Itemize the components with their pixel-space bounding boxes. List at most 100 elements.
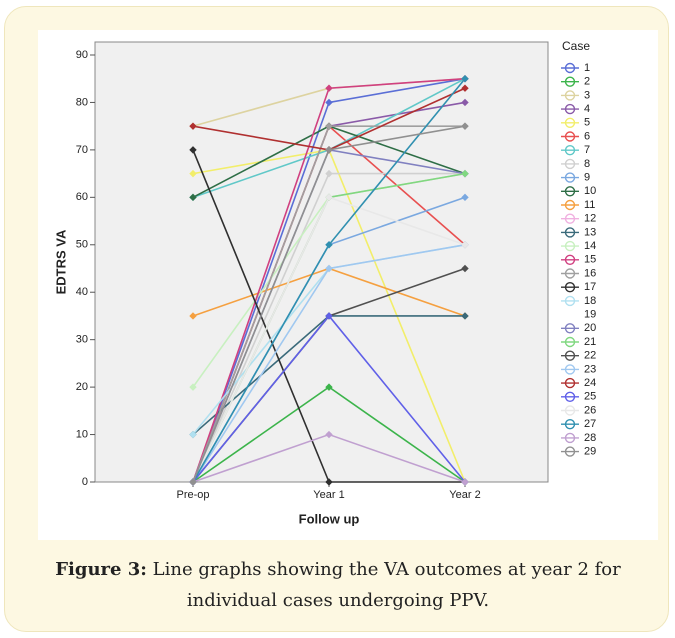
data-point (325, 169, 333, 178)
data-point (325, 312, 333, 320)
data-point (325, 146, 333, 154)
legend-marker (564, 62, 576, 74)
y-tick-label: 10 (76, 428, 88, 440)
legend-marker (564, 144, 576, 156)
legend-marker (564, 254, 576, 266)
data-point (189, 122, 197, 130)
legend-marker (564, 227, 576, 238)
legend-marker (564, 350, 576, 361)
legend-label: 17 (584, 281, 596, 293)
legend-label: 18 (584, 295, 596, 307)
legend-label: 16 (584, 267, 596, 279)
y-tick-label: 0 (82, 476, 88, 488)
y-tick-label: 30 (76, 334, 88, 346)
data-point (325, 383, 333, 391)
legend-label: 24 (584, 377, 596, 389)
y-tick-label: 20 (76, 381, 88, 393)
data-point (461, 478, 469, 486)
legend-marker (564, 131, 576, 142)
legend-label: 10 (584, 185, 596, 197)
legend-label: 22 (584, 350, 596, 362)
x-tick-label: Pre-op (176, 489, 209, 501)
data-point (325, 478, 333, 486)
y-tick-label: 60 (76, 191, 88, 203)
data-point (189, 146, 197, 154)
legend-label: 11 (584, 199, 595, 211)
legend-label: 23 (584, 363, 596, 375)
x-tick-label: Year 2 (449, 489, 480, 501)
legend-marker (564, 419, 576, 430)
legend-marker (564, 103, 576, 115)
legend-marker (564, 295, 576, 307)
legend-marker (564, 213, 576, 224)
legend-label: 14 (584, 240, 596, 252)
legend-marker (564, 432, 576, 444)
legend-marker (564, 405, 576, 416)
legend-marker (564, 199, 576, 211)
legend-label: 27 (584, 418, 596, 430)
legend-marker (564, 268, 576, 279)
data-point (461, 98, 469, 107)
legend-title: Case (562, 39, 590, 53)
data-point (189, 193, 197, 202)
chart: EDTRS VA Follow up Case 0 10 20 30 40 50 60 70 8… (53, 39, 596, 526)
legend-label: 28 (584, 432, 596, 444)
data-point (325, 430, 333, 439)
legend-marker (564, 364, 576, 375)
data-point (189, 478, 197, 486)
legend-marker (564, 446, 576, 457)
legend-marker (564, 323, 576, 334)
legend-marker (564, 377, 576, 389)
legend-marker (564, 336, 576, 348)
data-point (325, 84, 333, 92)
y-axis-label: EDTRS VA (53, 229, 68, 294)
legend-marker (564, 172, 576, 183)
data-point (461, 122, 469, 130)
legend-marker (564, 240, 576, 252)
legend-label: 1 (584, 62, 590, 74)
data-point (325, 98, 333, 107)
legend-label: 21 (584, 336, 596, 348)
legend-label: 3 (584, 89, 590, 101)
legend-label: 6 (584, 130, 590, 142)
legend-marker (564, 282, 576, 293)
legend-label: 7 (584, 144, 590, 156)
caption-text: Line graphs showing the VA outcomes at y… (152, 559, 621, 611)
data-point (189, 430, 197, 439)
legend-label: 13 (584, 226, 596, 238)
y-tick-label: 40 (76, 286, 88, 298)
data-point (461, 75, 469, 83)
legend-label: 19 (584, 309, 596, 321)
legend-label: 26 (584, 404, 596, 416)
y-tick-label: 80 (76, 96, 88, 108)
y-tick-label: 90 (76, 49, 88, 61)
legend-label: 4 (584, 103, 590, 115)
legend-marker (564, 186, 576, 197)
legend-label: 25 (584, 391, 596, 403)
legend-label: 8 (584, 158, 590, 170)
legend-label: 9 (584, 172, 590, 184)
chart-panel: EDTRS VA Follow up Case 0 10 20 30 40 50 60 70 8… (38, 30, 658, 540)
legend-label: 2 (584, 76, 590, 88)
data-point (325, 264, 333, 273)
data-point (461, 169, 469, 178)
legend-label: 29 (584, 446, 596, 458)
y-tick-label: 50 (76, 239, 88, 251)
data-point (461, 193, 469, 202)
data-point (325, 122, 333, 130)
legend-marker (564, 90, 576, 101)
legend-label: 12 (584, 213, 596, 225)
legend-marker (564, 117, 576, 129)
x-axis-label: Follow up (299, 511, 360, 526)
legend-marker (564, 391, 576, 402)
y-tick-label: 70 (76, 144, 88, 156)
legend-marker (564, 76, 576, 87)
data-point (461, 241, 469, 249)
legend-label: 5 (584, 117, 590, 129)
plot-area (94, 41, 549, 483)
x-tick-label: Year 1 (313, 489, 344, 501)
caption-label: Figure 3: (55, 559, 147, 580)
data-point (189, 169, 197, 178)
data-point (325, 241, 333, 249)
data-point (461, 84, 469, 92)
